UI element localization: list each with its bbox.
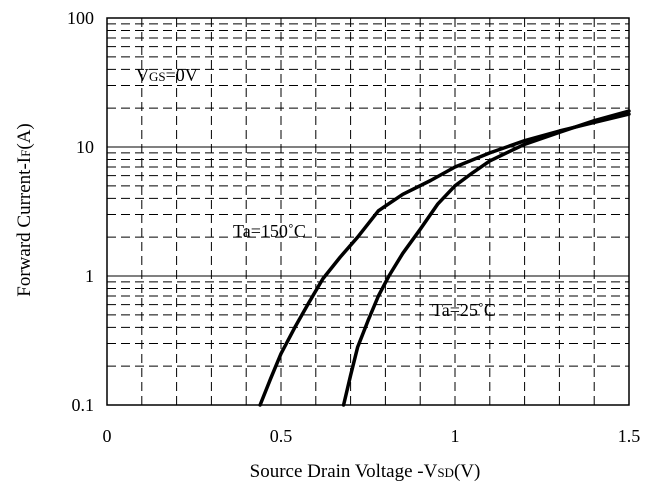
x-tick-label: 0.5 — [270, 426, 293, 446]
x-tick-labels: 0 0.5 1 1.5 — [103, 426, 641, 446]
plot-frame — [106, 17, 630, 406]
grid — [107, 18, 629, 405]
ta25-annotation: Ta=25˚C — [432, 300, 496, 320]
y-tick-label: 100 — [67, 8, 94, 28]
curves — [258, 109, 631, 407]
x-tick-label: 1.5 — [618, 426, 641, 446]
y-tick-label: 10 — [76, 137, 94, 157]
y-axis-label: Forward Current-IF(A) — [14, 123, 35, 296]
curve-ta25 — [341, 109, 631, 407]
ta150-annotation: Ta=150˚C — [233, 221, 306, 241]
x-tick-label: 0 — [103, 426, 112, 446]
y-tick-label: 1 — [85, 266, 94, 286]
x-axis-label: Source Drain Voltage -VSD(V) — [250, 461, 481, 482]
curve-ta150 — [258, 112, 631, 407]
y-tick-label: 0.1 — [72, 395, 95, 415]
y-tick-labels: 0.1 1 10 100 — [67, 8, 94, 415]
vgs-annotation: VGS=0V — [136, 65, 198, 85]
x-tick-label: 1 — [451, 426, 460, 446]
